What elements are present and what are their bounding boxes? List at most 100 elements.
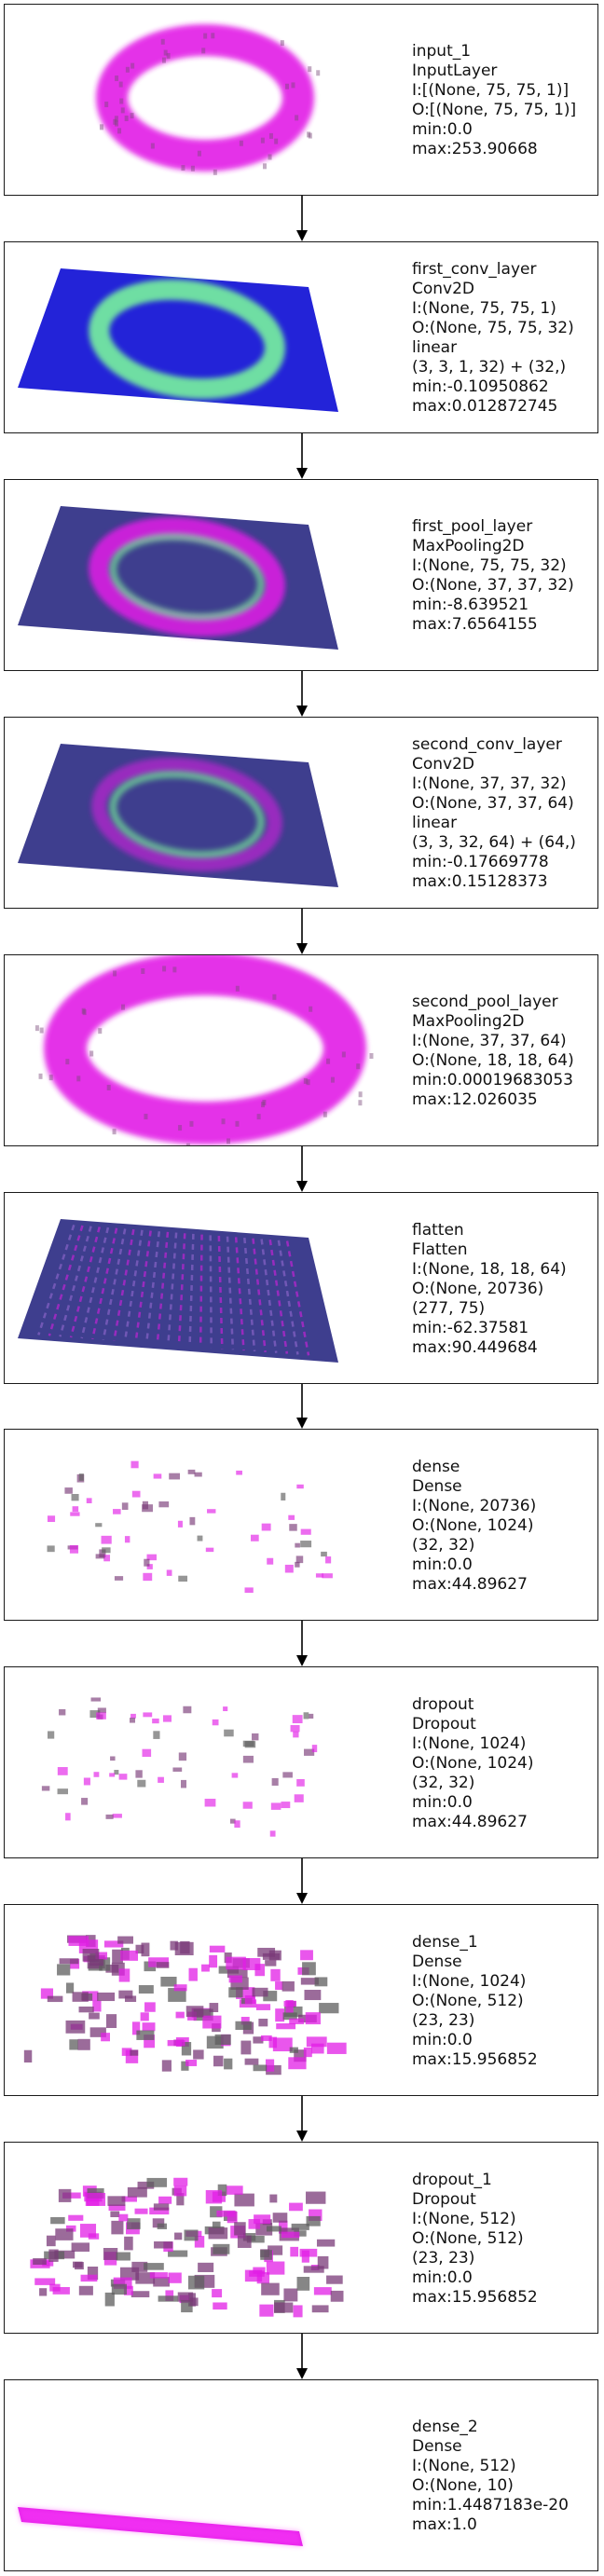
neuron-block (73, 1992, 89, 2002)
neuron-block (317, 2240, 335, 2247)
neuron-block (73, 2262, 83, 2268)
neuron-block (152, 1719, 159, 1723)
neuron-block (130, 1714, 136, 1719)
activation-speck (130, 63, 134, 69)
neuron-block (48, 2250, 58, 2262)
neuron-block (178, 2293, 193, 2302)
neuron-block (153, 2277, 170, 2286)
neuron-block (118, 1991, 132, 1999)
neuron-block (226, 2185, 243, 2195)
activation-speck (76, 1076, 80, 1081)
neuron-block (110, 2211, 119, 2217)
neuron-block (127, 2218, 141, 2229)
activation-speck (261, 138, 265, 144)
activation-speck (331, 1077, 335, 1083)
neuron-block (289, 2019, 304, 2024)
neuron-block (86, 2193, 105, 2206)
neuron-block (267, 1558, 273, 1565)
layer-name: flatten (412, 1221, 598, 1240)
neuron-block (170, 1941, 177, 1951)
layer-name: first_pool_layer (412, 517, 598, 537)
layer-detail: max:0.15128373 (412, 872, 598, 892)
neuron-block (281, 2232, 299, 2239)
neuron-block (188, 2276, 204, 2290)
neuron-block (215, 2035, 231, 2045)
activation-speck (257, 1114, 261, 1119)
neuron-block (117, 2253, 130, 2261)
layer-detail: max:90.449684 (412, 1338, 598, 1358)
flow-arrow (295, 1384, 309, 1429)
layer-detail: I:[(None, 75, 75, 1)] (412, 81, 598, 101)
layer-detail: min:-62.37581 (412, 1319, 598, 1338)
neuron-block (130, 2049, 138, 2055)
neuron-block (58, 1767, 68, 1775)
layer-detail: max:12.026035 (412, 1090, 598, 1110)
layer-detail: I:(None, 1024) (412, 1734, 598, 1754)
layer-detail: (277, 75) (412, 1299, 598, 1319)
neuron-block (312, 1745, 317, 1752)
layer-info: dense_2 Dense I:(None, 512) O:(None, 10) min… (412, 2380, 598, 2571)
layer-activation-visual (5, 480, 396, 671)
neuron-block (154, 2203, 169, 2210)
neuron-block (33, 2258, 47, 2265)
neuron-block (154, 1473, 162, 1478)
neuron-block (294, 2305, 303, 2317)
neuron-block (180, 1941, 189, 1953)
neuron-block (142, 1749, 151, 1757)
neuron-block (144, 2263, 164, 2270)
activation-speck (358, 1100, 362, 1105)
neuron-block (178, 1521, 183, 1528)
neuron-block (109, 1773, 115, 1776)
neuron-block (172, 1767, 182, 1771)
neuron-block (174, 2233, 182, 2240)
neuron-block (94, 1772, 100, 1777)
neuron-block (137, 1780, 145, 1788)
layer-detail: min:-0.10950862 (412, 377, 598, 397)
layer-box: input_1 InputLayer I:[(None, 75, 75, 1)] O:… (4, 4, 598, 196)
activation-speck (40, 1028, 44, 1034)
neuron-block (300, 1950, 313, 1960)
neuron-block (57, 1964, 70, 1975)
layer-detail: O:(None, 37, 37, 64) (412, 794, 598, 814)
neuron-block (189, 1968, 198, 1981)
neuron-block (207, 1509, 215, 1513)
output-bar-glow (18, 2507, 303, 2546)
activation-speck (119, 99, 123, 104)
neuron-block (229, 1976, 242, 1983)
neuron-block (119, 1774, 128, 1779)
activation-speck (356, 1063, 360, 1069)
neuron-block (186, 2006, 204, 2017)
neuron-block (213, 2302, 226, 2309)
neuron-block (281, 1493, 285, 1500)
neuron-block (101, 2033, 110, 2041)
neuron-block (251, 1535, 259, 1541)
layer-detail: (23, 23) (412, 2011, 598, 2031)
neuron-block (124, 2237, 133, 2251)
neuron-block (69, 2039, 78, 2049)
activation-speck (121, 1005, 125, 1010)
neuron-block (89, 1959, 103, 1966)
neuron-block (224, 1730, 234, 1737)
activation-speck (151, 144, 155, 149)
activation-speck (186, 1144, 190, 1146)
layer-detail: min:0.0 (412, 1793, 598, 1813)
neuron-block (106, 2014, 117, 2028)
neuron-block (224, 2059, 232, 2070)
neuron-block (142, 1504, 153, 1512)
neuron-block (72, 1494, 79, 1500)
neuron-block (48, 1731, 54, 1738)
neuron-block (262, 1524, 271, 1531)
neuron-block (205, 1799, 216, 1806)
neuron-block (91, 1697, 102, 1701)
neuron-block (270, 1830, 276, 1836)
neuron-block (87, 1498, 92, 1503)
neuron-block (115, 1576, 123, 1581)
layer-box: first_pool_layer MaxPooling2D I:(None, 75,… (4, 479, 598, 671)
layer-detail: I:(None, 75, 75, 1) (412, 299, 598, 319)
layer-activation-visual (5, 2143, 396, 2334)
layer-box: first_conv_layer Conv2D I:(None, 75, 75, 1… (4, 241, 598, 433)
neuron-block (209, 2227, 228, 2239)
layer-detail: O:(None, 18, 18, 64) (412, 1051, 598, 1071)
neuron-block (60, 1958, 79, 1964)
neuron-block (290, 2048, 298, 2053)
